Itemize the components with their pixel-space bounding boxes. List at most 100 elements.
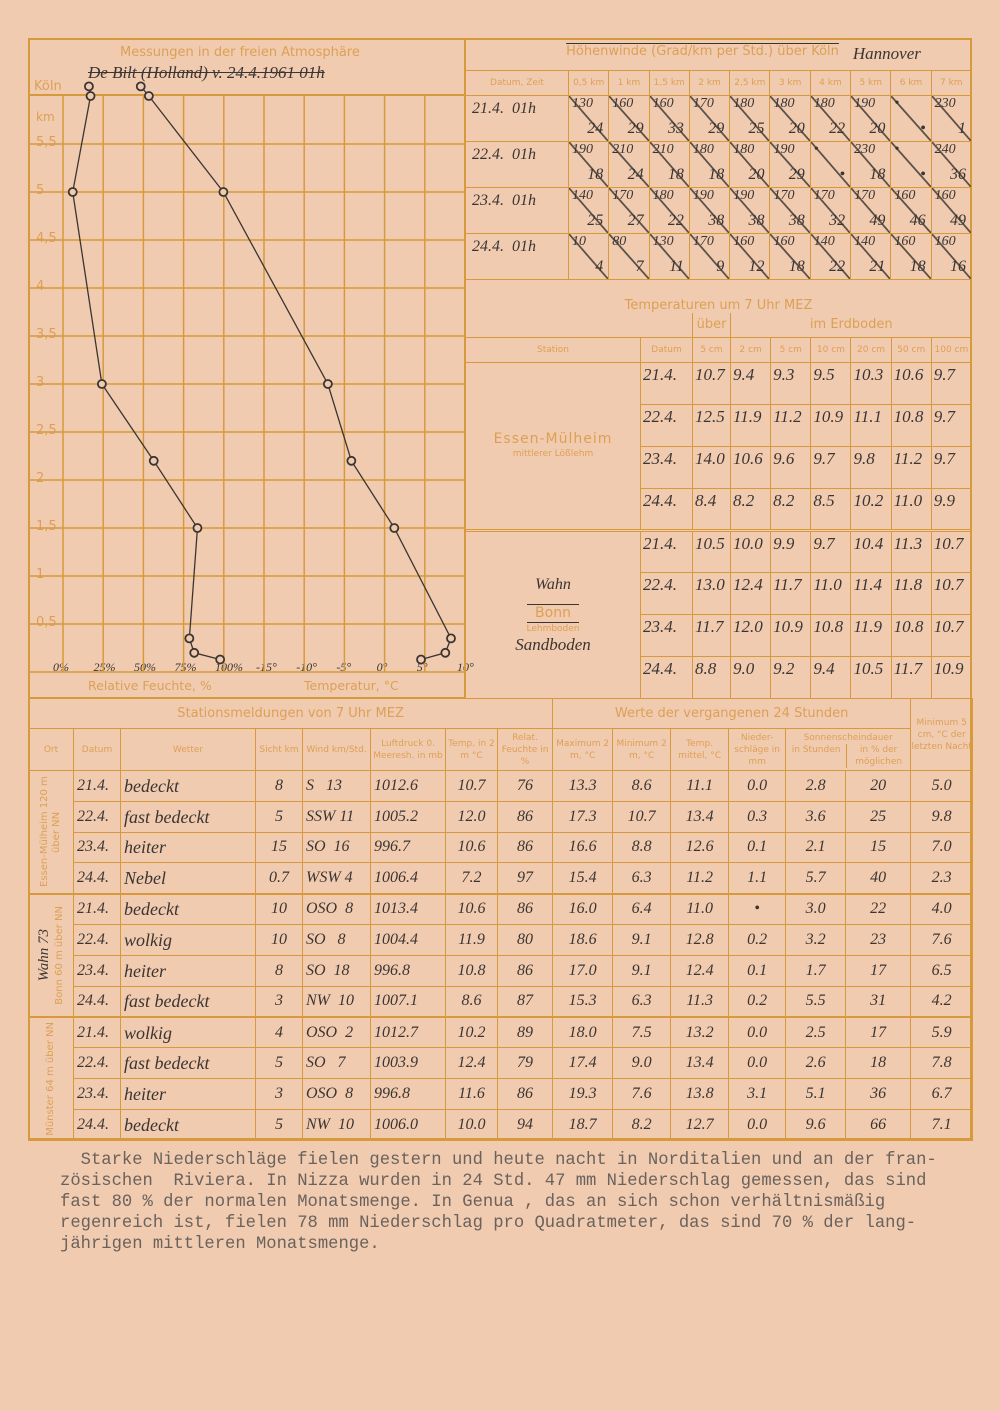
wind-date: 22.4. 01h (465, 140, 569, 188)
wind-date: 21.4. 01h (465, 94, 569, 142)
sunshine-hours-header: in Stunden (791, 744, 841, 755)
wind-value: 140 25 (569, 188, 608, 232)
column-header: Minimum 2 m, °C (612, 728, 672, 771)
min-cell: 6.4 (612, 892, 672, 925)
wind-cell: 140 22 (809, 232, 852, 280)
wind-cell: 170 49 (850, 186, 892, 234)
soil-header: 5 cm (770, 336, 812, 363)
table-row: Station Datum 5 cm 2 cm 5 cm 10 cm 20 cm 50 cm 1… (465, 336, 973, 363)
mean-cell: 13.8 (670, 1077, 730, 1110)
wind-direction: 190 (692, 187, 714, 203)
wind-value: • • (891, 96, 931, 140)
wind-slash (609, 142, 649, 186)
wind-cell: 160 46 (890, 186, 932, 234)
precip-cell: 0.0 (728, 1108, 787, 1141)
date-header: Datum, Zeit (465, 69, 569, 96)
wind-direction: 230 (934, 95, 956, 111)
pressure-cell: 1003.9 (370, 1047, 446, 1079)
wind-cell: SSW 11 (302, 800, 371, 833)
wind-direction: 190 (733, 187, 755, 203)
temperature-cell: 10.9 (770, 613, 812, 657)
table-row: Temperaturen um 7 Uhr MEZ (466, 275, 972, 313)
wind-speed: 32 (829, 211, 846, 229)
wind-value: 180 25 (730, 96, 769, 140)
wind-speed: 49 (869, 211, 886, 229)
humidity-cell: 87 (496, 985, 554, 1018)
sun-hours-cell: 2.6 (785, 1047, 847, 1079)
sun-percent-cell: 31 (845, 985, 912, 1018)
visibility-cell: 8 (255, 954, 303, 987)
wind-cell: S 13 (302, 770, 371, 802)
wind-value: 190 29 (770, 142, 810, 186)
wind-cell: • • (890, 94, 932, 142)
y-tick-label: 4 (36, 279, 45, 294)
series-line-temperature (140, 85, 452, 661)
temp-cell: 11.6 (445, 1077, 498, 1110)
station-name-handwritten: Wahn (535, 575, 571, 593)
data-point (440, 647, 451, 658)
temperature-cell: 9.9 (930, 487, 973, 531)
temperature-cell: 9.7 (930, 445, 973, 489)
mean-cell: 13.4 (670, 800, 730, 833)
wind-slash (851, 142, 890, 186)
min5cm-cell: 7.8 (910, 1047, 974, 1079)
sun-hours-cell: 5.5 (785, 985, 847, 1018)
temperature-cell: 9.4 (729, 361, 772, 405)
sun-percent-cell: 40 (845, 862, 912, 895)
wind-speed: 18 (667, 165, 684, 183)
wind-cell: 140 25 (567, 186, 610, 234)
table-row: Münster 64 m über NN 21.4. wolkig 4 OSO 2 101… (28, 1015, 974, 1141)
wind-speed: 33 (667, 119, 684, 137)
max-cell: 19.3 (552, 1077, 614, 1110)
wind-speed: • (920, 165, 926, 183)
humidity-cell: 79 (496, 1047, 554, 1079)
weather-cell: bedeckt (120, 892, 256, 925)
wind-direction: 130 (572, 95, 593, 111)
wind-direction: 190 (572, 141, 593, 157)
sunshine-percent-header: in % der möglichen (846, 743, 910, 768)
wind-value: 210 18 (650, 142, 689, 186)
place-name: Bonn 60 m über NN (54, 905, 65, 1005)
data-point (192, 523, 203, 533)
wind-speed: 1 (958, 119, 966, 137)
date-cell: 23.4. (640, 613, 693, 657)
humidity-cell: 86 (496, 831, 554, 864)
wind-value: 160 33 (650, 96, 689, 140)
humidity-cell: 97 (496, 862, 554, 895)
sun-percent-cell: 36 (845, 1077, 912, 1110)
wind-speed: 18 (869, 165, 886, 183)
station-name: Bonn (527, 603, 579, 623)
wind-cell: 190 38 (688, 186, 731, 234)
wind-slash (770, 96, 810, 140)
wind-direction: 170 (854, 187, 876, 203)
level-header: 0,5 km (567, 69, 610, 96)
x-tick-temperature: -15° (256, 660, 277, 674)
sun-percent-cell: 17 (845, 1015, 912, 1049)
wind-value: 160 12 (730, 234, 769, 278)
level-header: 5 km (850, 69, 892, 96)
wind-cell: 190 29 (769, 140, 811, 188)
temperature-cell: 8.5 (810, 487, 852, 531)
data-point (67, 187, 78, 197)
wind-slash (811, 96, 850, 140)
wind-value: 160 46 (891, 188, 931, 232)
sunshine-header: Sonnenscheindauer in Stunden in % der mögl… (785, 728, 912, 771)
precip-cell: 0.2 (728, 985, 787, 1018)
wind-cell: 180 25 (729, 94, 771, 142)
wind-cell: 130 11 (648, 232, 690, 280)
table-row: Essen-Mülheim mittlerer Lößlehm 21.4. 10.7 9… (465, 361, 973, 531)
wind-value: 180 22 (811, 96, 850, 140)
temperature-cell: 9.6 (770, 445, 812, 489)
min-cell: 8.8 (612, 831, 672, 864)
column-header: Temp. mittel, °C (670, 728, 730, 771)
temperature-cell: 11.7 (890, 655, 932, 699)
wind-direction: 160 (612, 95, 634, 111)
wind-cell: 170 29 (688, 94, 731, 142)
min5cm-cell: 5.9 (910, 1015, 974, 1049)
wind-value: 190 18 (569, 141, 608, 186)
humidity-cell: 76 (496, 770, 554, 802)
table-row: 24.4. 01h 10 4 80 7 130 11 170 9 160 12 160 18 140 22 1… (465, 232, 973, 280)
y-tick-label: 5,5 (36, 135, 57, 150)
wind-value: 180 20 (730, 142, 769, 186)
wind-slash (609, 234, 649, 278)
